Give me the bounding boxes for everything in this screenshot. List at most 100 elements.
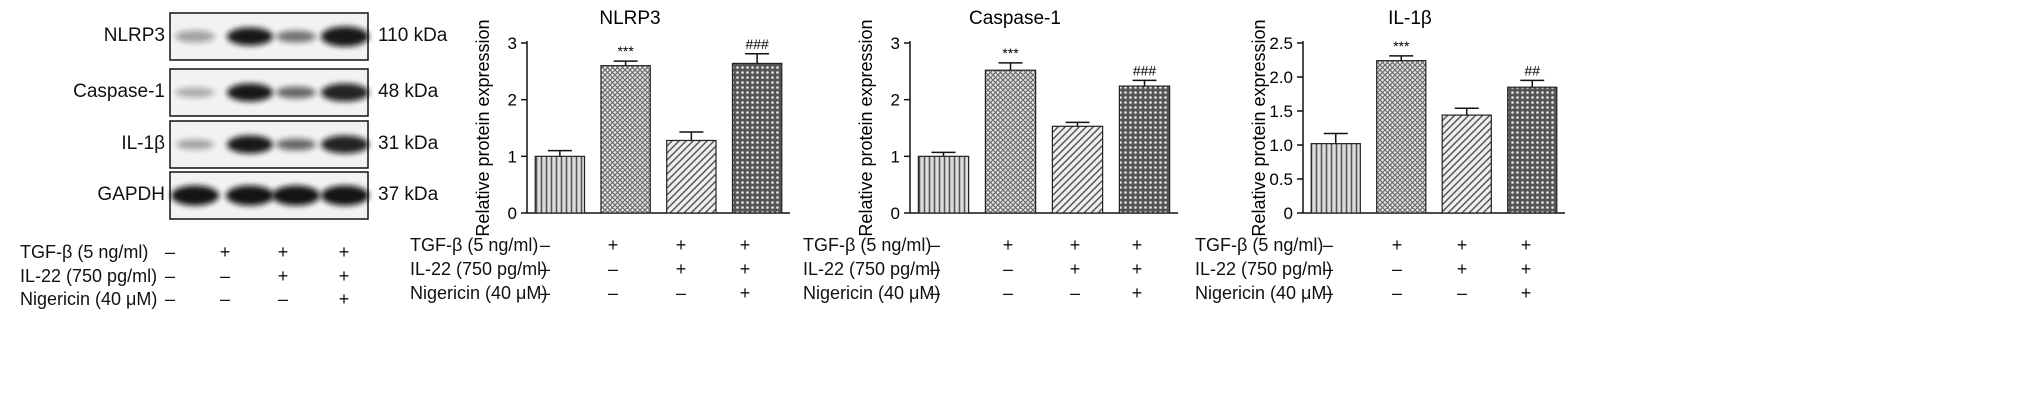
condition-sign: –: [929, 235, 940, 255]
condition-sign: –: [164, 289, 175, 309]
condition-sign: –: [1002, 259, 1013, 279]
bar-4: [731, 62, 783, 214]
blot-band: [227, 135, 273, 154]
condition-label: IL-22 (750 pg/ml): [20, 266, 158, 286]
condition-sign: –: [929, 259, 940, 279]
chart-title: NLRP3: [599, 8, 660, 29]
bar-3: [1441, 114, 1492, 214]
y-tick-label: 1: [891, 147, 900, 166]
condition-label: Nigericin (40 μM): [410, 283, 548, 303]
y-tick-label: 2.5: [1269, 34, 1293, 53]
condition-sign: +: [1456, 259, 1468, 279]
blot-band: [176, 139, 214, 150]
condition-sign: –: [1391, 283, 1402, 303]
condition-label: IL-22 (750 pg/ml): [803, 259, 941, 279]
condition-sign: +: [1520, 283, 1532, 303]
bar-4: [1507, 86, 1558, 214]
condition-sign: –: [1322, 235, 1333, 255]
condition-sign: +: [1002, 235, 1014, 255]
y-tick-label: 2: [508, 91, 517, 110]
condition-label: Nigericin (40 μM): [803, 283, 941, 303]
y-tick-label: 3: [508, 34, 517, 53]
condition-sign: +: [1391, 235, 1403, 255]
significance-label: ##: [1524, 62, 1540, 78]
y-tick-label: 2: [891, 91, 900, 110]
condition-sign: +: [739, 259, 751, 279]
bar-1: [917, 155, 970, 214]
condition-sign: –: [1391, 259, 1402, 279]
bar-2: [600, 65, 651, 214]
bar-3: [1051, 125, 1104, 214]
condition-sign: +: [338, 266, 350, 286]
significance-label: ***: [1393, 38, 1410, 54]
blot-band: [321, 83, 369, 102]
bar-2: [984, 69, 1037, 214]
y-tick-label: 0.5: [1269, 170, 1293, 189]
condition-sign: –: [164, 242, 175, 262]
y-tick-label: 0: [1284, 204, 1293, 223]
blot-band: [175, 30, 215, 43]
condition-sign: +: [277, 266, 289, 286]
condition-sign: +: [338, 242, 350, 262]
blot-protein-label: Caspase-1: [73, 80, 165, 102]
y-tick-label: 1: [508, 147, 517, 166]
condition-sign: +: [739, 283, 751, 303]
y-tick-label: 2.0: [1269, 68, 1293, 87]
condition-sign: +: [1131, 235, 1143, 255]
y-tick-label: 1.0: [1269, 136, 1293, 155]
condition-sign: +: [277, 242, 289, 262]
condition-sign: –: [607, 283, 618, 303]
condition-sign: +: [1069, 235, 1081, 255]
significance-label: ###: [1133, 62, 1157, 78]
bar-chart-2: Caspase-1 Relative protein expression 0 1 2 3…: [856, 8, 1178, 237]
blot-kda-label: 110 kDa: [378, 24, 448, 46]
blot-kda-label: 48 kDa: [378, 80, 439, 102]
condition-label: IL-22 (750 pg/ml): [1195, 259, 1333, 279]
significance-label: ***: [1002, 45, 1019, 61]
bar-chart-3: IL-1β Relative protein expression 0 0.5 1.0 1…: [1249, 8, 1565, 237]
condition-label: TGF-β (5 ng/ml): [1195, 235, 1324, 255]
condition-sign: –: [219, 266, 230, 286]
y-tick-label: 0: [508, 204, 517, 223]
condition-sign: +: [739, 235, 751, 255]
condition-sign: –: [219, 289, 230, 309]
bar-3: [666, 139, 717, 214]
condition-sign: –: [539, 283, 550, 303]
condition-sign: –: [929, 283, 940, 303]
bar-4: [1118, 85, 1171, 214]
condition-sign: –: [675, 283, 686, 303]
blot-protein-label: IL-1β: [121, 132, 165, 154]
y-tick-label: 3: [891, 34, 900, 53]
y-axis-label: Relative protein expression: [856, 19, 876, 236]
blot-band: [272, 185, 320, 206]
y-axis-label: Relative protein expression: [473, 19, 493, 236]
blot-band: [321, 135, 369, 154]
condition-sign: –: [607, 259, 618, 279]
condition-sign: +: [1456, 235, 1468, 255]
condition-sign: +: [607, 235, 619, 255]
blot-band: [276, 30, 316, 43]
condition-label: Nigericin (40 μM): [20, 289, 158, 309]
condition-sign: +: [1520, 259, 1532, 279]
condition-sign: –: [1456, 283, 1467, 303]
blot-kda-label: 37 kDa: [378, 183, 439, 205]
blot-band: [276, 86, 316, 99]
condition-sign: –: [1069, 283, 1080, 303]
condition-sign: –: [1322, 259, 1333, 279]
condition-sign: –: [1002, 283, 1013, 303]
condition-sign: +: [1069, 259, 1081, 279]
y-axis-label: Relative protein expression: [1249, 19, 1269, 236]
western-blot-panel: NLRP3 110 kDa Caspase-1 48 kDa IL-1β 31 kDa GA…: [0, 0, 470, 405]
blot-kda-label: 31 kDa: [378, 132, 439, 154]
blot-band: [276, 138, 316, 151]
blot-band: [226, 185, 274, 206]
blot-band: [321, 185, 369, 206]
blot-band: [171, 185, 219, 206]
blot-band: [227, 27, 273, 46]
significance-label: ###: [745, 36, 769, 52]
condition-label: TGF-β (5 ng/ml): [803, 235, 932, 255]
condition-sign: –: [1322, 283, 1333, 303]
condition-sign: –: [539, 259, 550, 279]
bar-chart-1: NLRP3 Relative protein expression 0 1 2 3 *** #…: [473, 8, 790, 237]
condition-label: TGF-β (5 ng/ml): [20, 242, 149, 262]
